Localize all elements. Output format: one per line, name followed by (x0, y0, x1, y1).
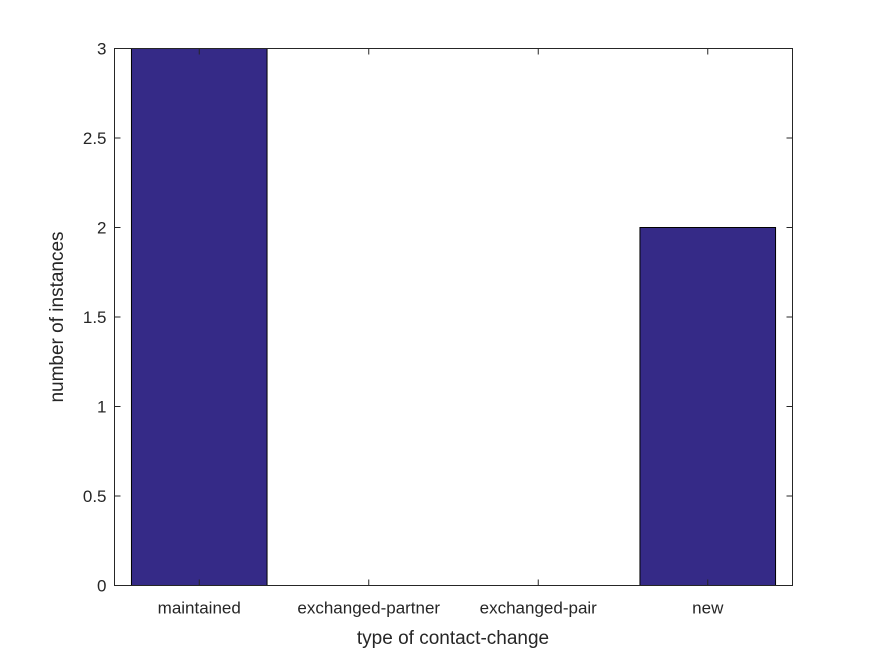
y-tick-label: 0.5 (83, 487, 107, 506)
x-tick-label: exchanged-pair (480, 599, 598, 618)
y-tick-label: 2 (97, 219, 106, 238)
y-axis-label: number of instances (47, 231, 68, 402)
y-tick-label: 3 (97, 40, 106, 59)
y-tick-label: 2.5 (83, 129, 107, 148)
x-tick-label: new (692, 599, 724, 618)
y-tick-label: 1 (97, 398, 106, 417)
y-tick-label: 1.5 (83, 308, 107, 327)
bar-maintained (130, 48, 268, 586)
x-tick-label: maintained (158, 599, 241, 618)
y-tick-label: 0 (97, 577, 106, 596)
x-tick-label: exchanged-partner (297, 599, 440, 618)
bar-new (639, 227, 777, 586)
x-axis-label: type of contact-change (357, 628, 549, 649)
